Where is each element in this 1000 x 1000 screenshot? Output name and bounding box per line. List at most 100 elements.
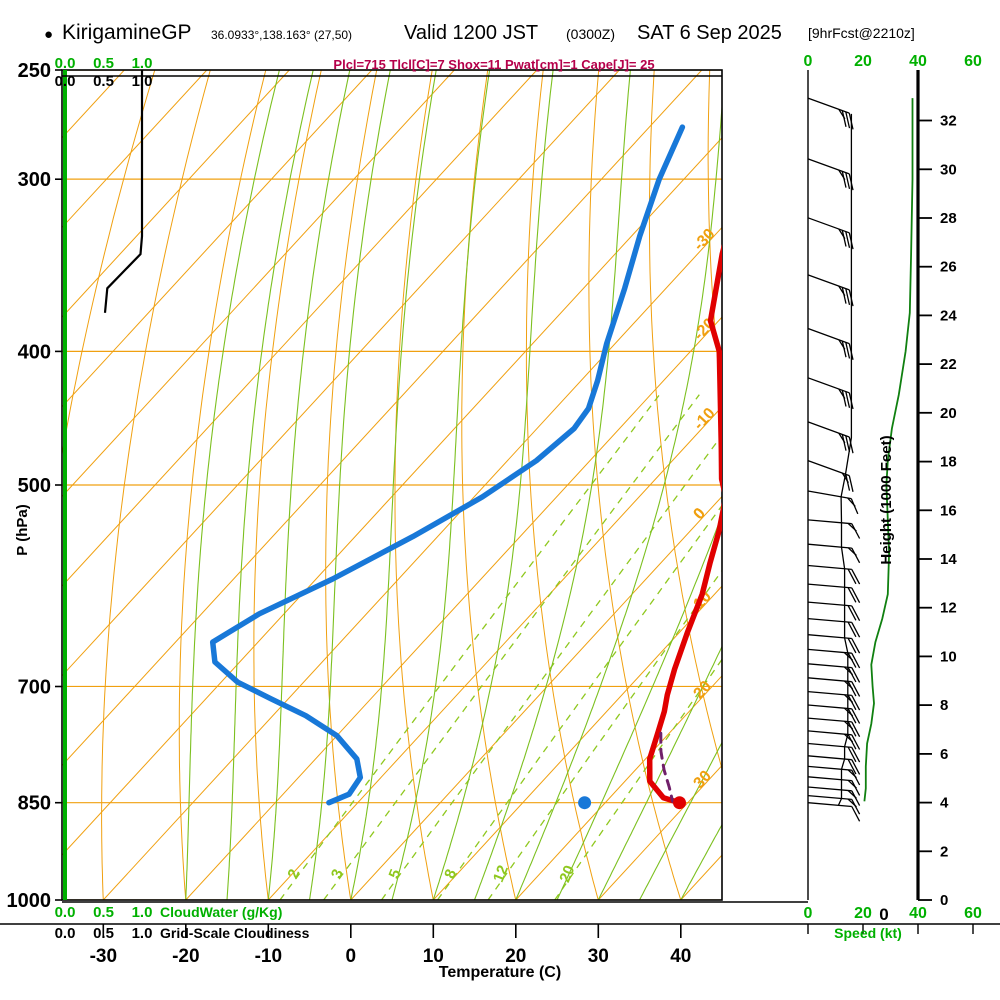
pressure-tick-label: 1000 xyxy=(7,890,52,912)
mixing-ratio-layer xyxy=(279,394,722,900)
height-tick-label: 12 xyxy=(940,600,957,617)
wind-barb-layer xyxy=(807,97,861,822)
height-tick-label: 14 xyxy=(940,551,957,568)
wind-barb xyxy=(807,158,850,175)
profile-layer xyxy=(209,124,722,806)
temperature-tick-label: 0 xyxy=(346,946,357,967)
wind-barb xyxy=(807,327,850,345)
station-name: KirigamineGP xyxy=(62,21,192,44)
speed-tick-label: 40 xyxy=(909,905,927,922)
height-tick-label: 10 xyxy=(940,648,957,665)
pressure-tick-label: 700 xyxy=(18,677,51,699)
temperature-tick-label: -10 xyxy=(255,946,282,967)
cloudwater-tick-label: 1.0 xyxy=(132,904,153,921)
valid-time-utc: (0300Z) xyxy=(566,26,616,42)
wind-barb xyxy=(807,97,850,114)
moist-adiabat-layer xyxy=(185,70,722,900)
cloud-layer xyxy=(63,70,144,900)
wind-barb xyxy=(807,490,852,500)
pressure-tick-label: 400 xyxy=(18,341,51,363)
pressure-tick-labels: 250 300 400 500 700 850 1000 xyxy=(7,60,62,912)
wind-barb xyxy=(807,543,852,549)
wind-barb xyxy=(807,519,852,525)
cloudwater-tick-label: 1.0 xyxy=(132,55,153,72)
cloudwater-axis-label: CloudWater (g/Kg) xyxy=(160,904,282,920)
header: ● KirigamineGP 36.0933°,138.163° (27,50)… xyxy=(0,22,1000,48)
wind-barb xyxy=(807,765,852,771)
cloudwater-tick-label: 0.0 xyxy=(55,904,76,921)
series-parcel xyxy=(659,731,675,803)
isotherm-label: -10 xyxy=(690,405,718,434)
cloudiness-tick-label: 1.0 xyxy=(132,925,153,942)
valid-time: Valid 1200 JST xyxy=(404,22,539,44)
speed-tick-label: 40 xyxy=(909,53,927,70)
wind-barb xyxy=(807,794,852,801)
height-tick-label: 8 xyxy=(940,697,948,714)
wind-barb xyxy=(807,274,850,291)
wind-barb xyxy=(807,776,852,782)
mixing-ratio-label: 3 xyxy=(328,867,347,881)
height-profile-layer xyxy=(863,98,914,802)
mixing-ratio-label: 8 xyxy=(441,867,460,881)
surface-marker-layer xyxy=(578,796,686,810)
surface-dewpoint-marker xyxy=(578,796,592,810)
speed-axis-label: Speed (kt) xyxy=(834,925,902,941)
mixing-ratio-label: 20 xyxy=(556,863,578,885)
series-height-profile xyxy=(863,98,914,802)
series-temperature xyxy=(646,243,722,806)
height-tick-label: 4 xyxy=(940,795,949,812)
isotherm-label: 30 xyxy=(690,767,715,792)
grid-layer xyxy=(62,70,722,900)
height-tick-label: 32 xyxy=(940,113,957,130)
pressure-tick-label: 300 xyxy=(18,169,51,191)
cloudiness-axis-label: Grid-Scale Cloudiness xyxy=(160,925,310,941)
height-tick-label: 6 xyxy=(940,746,948,763)
wind-barb xyxy=(807,377,850,394)
pressure-tick-label: 500 xyxy=(18,475,51,497)
height-tick-label: 24 xyxy=(940,307,957,324)
height-tick-label: 30 xyxy=(940,161,957,178)
height-tick-label: 0 xyxy=(940,892,948,909)
cloudiness-tick-label: 0.0 xyxy=(55,925,76,942)
cloudiness-tick-label: 0.5 xyxy=(93,925,114,942)
wind-barb xyxy=(807,217,850,234)
height-tick-label: 28 xyxy=(940,210,957,227)
temperature-tick-label: -20 xyxy=(172,946,199,967)
mixing-ratio-label: 12 xyxy=(490,863,512,885)
speed-tick-label: 20 xyxy=(854,53,872,70)
isotherm-label: 20 xyxy=(691,678,716,703)
cloudiness-tick-label: 0.0 xyxy=(55,73,76,90)
wind-barb xyxy=(807,802,852,808)
isotherm-label: -30 xyxy=(690,226,718,255)
speed-tick-label: 0 xyxy=(804,905,813,922)
series-dewpoint xyxy=(209,124,686,806)
height-zero-label: 0 xyxy=(879,905,888,924)
height-axis-label: Height (1000 Feet) xyxy=(878,435,895,564)
temperature-tick-label: 10 xyxy=(423,946,444,967)
speed-tick-label: 60 xyxy=(964,905,982,922)
speed-tick-label: 0 xyxy=(804,53,813,70)
cloudiness-tick-label: 0.5 xyxy=(93,73,114,90)
temperature-tick-labels: -30 -20 -10 0 10 20 30 40 xyxy=(90,924,691,967)
cloudiness-tick-label: 1.0 xyxy=(132,73,153,90)
pressure-tick-label: 850 xyxy=(18,793,51,815)
surface-temperature-marker xyxy=(673,796,686,810)
wind-envelope xyxy=(837,113,853,806)
cloudwater-tick-labels: 0.00.00.50.51.01.00.00.00.50.51.01.0 xyxy=(55,55,153,942)
temperature-tick-label: -30 xyxy=(90,946,117,967)
temperature-axis-label: Temperature (C) xyxy=(439,964,561,981)
series-grid-scale-cloudiness xyxy=(103,70,144,313)
cloudwater-tick-label: 0.0 xyxy=(55,55,76,72)
temperature-tick-label: 30 xyxy=(588,946,609,967)
height-tick-label: 16 xyxy=(940,502,957,519)
speed-tick-label: 20 xyxy=(854,905,872,922)
valid-date: SAT 6 Sep 2025 xyxy=(637,22,782,44)
mixing-ratio-label: 5 xyxy=(386,867,405,881)
height-tick-label: 26 xyxy=(940,259,957,276)
temperature-tick-label: 40 xyxy=(670,946,691,967)
height-tick-label: 22 xyxy=(940,356,957,373)
